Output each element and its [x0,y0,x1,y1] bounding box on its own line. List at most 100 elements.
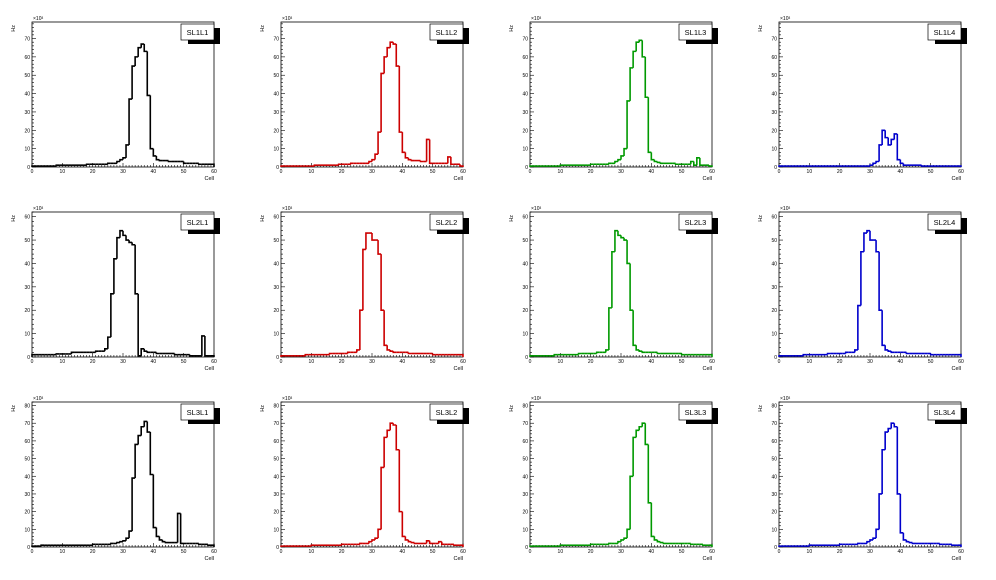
histogram-bin [641,351,646,354]
histogram-bin [869,164,874,167]
histogram-bin [662,542,667,545]
title-box [180,213,215,231]
histogram-bin [85,163,90,166]
y-tick-label: 20 [273,308,279,314]
x-axis-label: Cell [205,556,214,562]
histogram-pad-sl1l4: 0 10 20 30 40 50 60 0 10 20 30 40 50 60 70 ×10³ Cell Hz SL… [747,10,996,200]
histogram-bin [872,537,877,540]
y-tick-label: 30 [24,492,30,498]
y-multiplier-label: ×10³ [780,396,790,402]
x-tick-label: 40 [649,359,655,365]
y-tick-label: 10 [771,527,777,533]
histogram-bin [674,163,679,166]
y-tick-label: 40 [771,92,777,98]
histogram-bin [134,244,139,295]
y-tick-label: 20 [273,510,279,516]
x-axis-label: Cell [952,556,961,562]
histogram-bin [647,444,652,504]
x-tick-label: 50 [928,169,934,175]
histogram-bin [401,511,406,538]
x-tick-label: 40 [898,359,904,365]
histogram-bin [380,466,385,530]
histogram-bin [395,44,400,67]
histogram-bin [152,474,157,529]
histogram-bin [201,335,205,356]
histogram-bin [611,250,615,308]
histogram-svg: 0 10 20 30 40 50 60 0 10 20 30 40 50 60 70 80×10³ Cell Hz… [11,396,220,562]
histogram-bin [863,232,867,252]
histogram-bin [896,426,901,495]
histogram-bin [951,544,955,547]
histogram-bin [389,349,394,352]
histogram-bin [872,162,877,166]
x-tick-label: 0 [280,169,283,175]
histogram-bin [431,353,436,356]
y-tick-label: 0 [27,545,30,551]
histogram-bin [890,138,895,145]
x-tick-label: 40 [898,169,904,175]
y-tick-label: 20 [771,308,777,314]
histogram-bin [875,240,880,253]
histogram-bin [623,237,628,241]
histogram-bin [844,351,849,354]
histogram-bin [410,541,415,544]
y-tick-label: 50 [24,73,30,79]
y-tick-label: 40 [273,92,279,98]
y-tick-label: 30 [24,285,30,291]
y-tick-label: 10 [273,527,279,533]
x-tick-label: 10 [309,359,315,365]
histogram-bin [280,545,285,547]
histogram-bin [638,349,643,352]
histogram-bin [346,351,351,354]
x-tick-label: 20 [90,359,96,365]
y-multiplier-label: ×10³ [282,396,292,402]
title-box [927,403,962,421]
histogram-svg: 0 10 20 30 40 50 60 0 10 20 30 40 50 60 70 80×10³ Cell Hz… [260,396,469,562]
histogram-bin [116,160,120,164]
y-tick-label: 70 [273,421,279,427]
histogram-bin [702,544,706,547]
histogram-bin [866,229,870,234]
histogram-bin [304,353,309,356]
histogram-bin [368,160,372,164]
histogram-bin [158,536,163,541]
x-axis-label: Cell [205,366,214,372]
y-tick-label: 30 [273,110,279,116]
x-tick-label: 50 [679,359,685,365]
histogram-svg: 0 10 20 30 40 50 60 0 10 20 30 40 50 60 70 ×10³ Cell Hz SL… [509,16,718,182]
histogram-bin [893,423,898,428]
histogram-bin [629,263,634,312]
histogram-bin [650,152,655,161]
histogram-bin [608,162,612,165]
x-tick-label: 10 [558,549,564,555]
y-axis-label: Hz [260,405,266,412]
y-tick-label: 0 [27,165,30,171]
histogram-bin [359,542,363,545]
histogram-bin [659,162,664,165]
histogram-bin [440,541,445,546]
histogram-bin [620,539,625,542]
y-tick-label: 40 [771,261,777,267]
histogram-bin [708,353,713,357]
title-box [678,403,713,421]
histogram-bin [140,425,145,436]
y-tick-label: 0 [525,355,528,361]
x-tick-label: 20 [339,169,345,175]
histogram-bin [589,543,594,546]
histogram-bin [920,165,925,167]
histogram-bin [635,41,640,52]
x-axis-label: Cell [454,556,463,562]
histogram-bin [647,97,652,154]
histogram-bin [656,352,661,355]
histogram-bin [404,152,409,159]
histogram-bin [778,165,783,167]
x-tick-label: 60 [709,359,715,365]
histogram-bin [368,540,372,544]
y-tick-label: 0 [276,355,279,361]
histogram-bin [428,139,433,165]
histogram-bin [119,540,123,543]
x-axis-label: Cell [454,176,463,182]
y-axis-label: Hz [758,405,764,412]
histogram-bin [371,539,376,542]
